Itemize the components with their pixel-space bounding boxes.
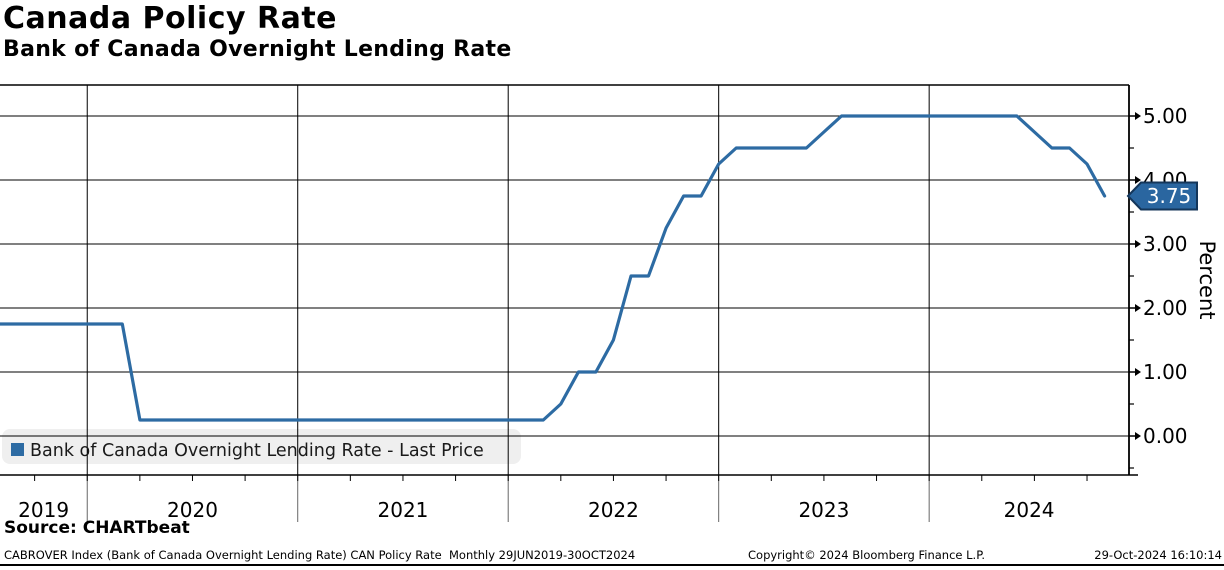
y-tick-label: 1.00 (1143, 360, 1188, 384)
y-tick-arrow-icon (1135, 304, 1141, 312)
y-tick-label: 0.00 (1143, 424, 1188, 448)
y-tick-arrow-icon (1135, 368, 1141, 376)
chart-header: Canada Policy Rate Bank of Canada Overni… (3, 2, 512, 62)
legend-box (2, 429, 521, 464)
ticker-info-text: CABROVER Index (Bank of Canada Overnight… (4, 548, 636, 562)
x-year-label: 2019 (18, 498, 69, 522)
y-tick-arrow-icon (1135, 112, 1141, 120)
y-tick-label: 3.00 (1143, 232, 1188, 256)
x-year-label: 2023 (798, 498, 849, 522)
y-tick-arrow-icon (1135, 176, 1141, 184)
legend-swatch-icon (11, 443, 24, 456)
y-tick-arrow-icon (1135, 432, 1141, 440)
last-price-badge-shape (1126, 181, 1198, 211)
y-axis-title: Percent (1195, 240, 1219, 319)
page-title: Canada Policy Rate (3, 1, 338, 36)
x-year-label: 2020 (167, 498, 218, 522)
series-group (0, 114, 1107, 422)
source-label: Source: CHARTbeat (4, 518, 190, 538)
bottom-divider (0, 564, 1224, 566)
last-price-value: 3.75 (1147, 184, 1192, 208)
x-year-label: 2024 (1004, 498, 1055, 522)
y-tick-label: 2.00 (1143, 296, 1188, 320)
chart-subtitle: Bank of Canada Overnight Lending Rate (3, 37, 512, 62)
y-tick-label: 5.00 (1143, 104, 1188, 128)
legend-item-label: Bank of Canada Overnight Lending Rate - … (30, 441, 484, 461)
rate-line (0, 114, 1107, 422)
footer-bar: CABROVER Index (Bank of Canada Overnight… (0, 548, 1224, 564)
last-price-badge: 3.75 (1126, 181, 1198, 211)
timestamp-text: 29-Oct-2024 16:10:14 (1094, 548, 1222, 562)
y-tick-arrow-icon (1135, 240, 1141, 248)
copyright-text: Copyright© 2024 Bloomberg Finance L.P. (748, 548, 985, 562)
x-year-label: 2022 (588, 498, 639, 522)
x-year-label: 2021 (378, 498, 429, 522)
